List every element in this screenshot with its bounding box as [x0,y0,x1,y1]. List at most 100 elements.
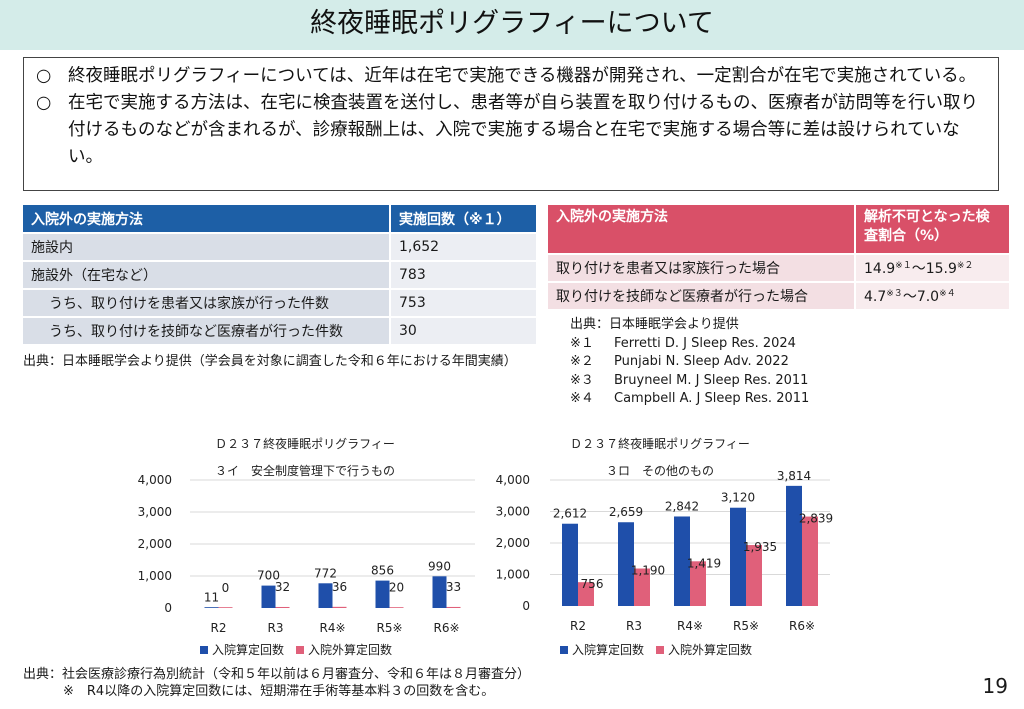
legend-swatch-icon [296,645,305,654]
table-header-method: 入院外の実施方法 [548,205,856,253]
chart-title: Ｄ２３７終夜睡眠ポリグラフィー [215,436,395,451]
data-label: 2,839 [799,512,833,526]
legend-swatch-icon [560,645,568,654]
data-label: 33 [446,580,461,594]
data-label: 36 [332,580,347,594]
y-tick-label: 1,000 [496,568,530,582]
x-tick-label: R4※ [677,619,703,633]
data-label: 1,190 [631,564,665,578]
table-row: 取り付けを技師など医療者が行った場合 4.7※３～7.0※４ [548,281,1011,309]
table-cell-value: 783 [391,260,538,288]
table-row: 取り付けを患者又は家族行った場合 14.9※１～15.9※２ [548,253,1011,281]
table-source-note: 出典：日本睡眠学会より提供（学会員を対象に調査した令和６年における年間実績） [23,354,517,369]
bar [746,545,762,606]
data-label: 1,935 [743,540,777,554]
table-cell-value: 753 [391,288,538,316]
reference-item: ※１ Ferretti D. J Sleep Res. 2024 [570,335,796,351]
legend-item: 入院算定回数 [560,641,644,658]
y-tick-label: 4,000 [496,473,530,487]
bar [690,561,706,606]
bar [730,507,746,606]
data-label: 2,842 [665,499,699,513]
y-tick-label: 3,000 [496,505,530,519]
legend-swatch-icon [200,645,208,654]
bar [618,522,634,606]
bar [204,607,219,608]
table-header-rate: 解析不可となった検査割合（%） [856,205,1011,253]
title-bar: 終夜睡眠ポリグラフィーについて [0,0,1024,50]
bar [562,523,578,606]
page-title: 終夜睡眠ポリグラフィーについて [310,8,714,39]
x-tick-label: R4※ [319,621,345,635]
summary-item: ○ 在宅で実施する方法は、在宅に検査装置を送付し、患者等が自ら装置を取り付けるもの… [36,90,988,171]
bar [634,568,650,606]
bar [332,606,347,608]
footer-note-line: ※ R4以降の入院算定回数には、短期滞在手術等基本料３の回数を含む。 [63,684,495,699]
data-label: 1,419 [687,556,721,570]
bar-chart-other: Ｄ２３７終夜睡眠ポリグラフィー ３ロ その他のもの 0 1,000 2,000 3,000… [475,430,840,645]
x-tick-label: R6※ [789,619,815,633]
y-tick-label: 0 [164,601,172,615]
table-header-count: 実施回数（※１） [391,205,538,232]
reference-item: ※３ Bruyneel M. J Sleep Res. 2011 [570,372,809,388]
table-cell-value: 4.7※３～7.0※４ [856,281,1011,309]
chart-legend: 入院算定回数 入院外算定回数 [560,641,764,658]
table-cell-label: うち、取り付けを患者又は家族が行った件数 [23,288,391,316]
table-cell-label: 取り付けを技師など医療者が行った場合 [548,281,856,309]
table-row: うち、取り付けを技師など医療者が行った件数 30 [23,316,538,344]
x-tick-label: R2 [570,619,586,633]
chart-subtitle: ３イ 安全制度管理下で行うもの [215,463,395,478]
bullet-circle-icon: ○ [36,93,52,113]
data-label: 32 [275,580,290,594]
bar [802,516,818,606]
failed-analysis-rate-table: 入院外の実施方法 解析不可となった検査割合（%） 取り付けを患者又は家族行った場… [548,205,1011,309]
table-cell-label: 施設内 [23,232,391,260]
x-tick-label: R2 [211,621,227,635]
reference-item: ※２ Punjabi N. Sleep Adv. 2022 [570,354,789,369]
legend-item: 入院外算定回数 [656,641,752,658]
x-tick-label: R5※ [376,621,402,635]
data-label: 3,814 [777,469,811,483]
x-tick-label: R6※ [433,621,459,635]
references-list: 出典：日本睡眠学会より提供 ※１ Ferretti D. J Sleep Res.… [570,316,809,409]
x-tick-label: R3 [268,621,284,635]
y-tick-label: 0 [522,599,530,613]
y-tick-label: 2,000 [138,537,172,551]
legend-swatch-icon [656,645,665,654]
bar-chart-svg: Ｄ２３７終夜睡眠ポリグラフィー ３イ 安全制度管理下で行うもの 0 1,000 2,00… [138,436,475,635]
y-tick-label: 1,000 [138,569,172,583]
table-cell-value: 14.9※１～15.9※２ [856,253,1011,281]
bar [389,607,404,608]
x-tick-label: R5※ [733,619,759,633]
y-tick-label: 2,000 [496,536,530,550]
data-label: 2,659 [609,505,643,519]
footer-source: 出典：社会医療診療行為別統計（令和５年以前は６月審査分、令和６年は８月審査分） … [23,666,530,700]
data-label: 990 [428,559,451,573]
y-tick-label: 4,000 [138,473,172,487]
implementation-count-table: 入院外の実施方法 実施回数（※１） 施設内 1,652 施設外（在宅など） 78… [23,205,538,344]
data-label: 11 [204,591,219,605]
y-tick-label: 3,000 [138,505,172,519]
table-cell-value: 30 [391,316,538,344]
table-row: 施設外（在宅など） 783 [23,260,538,288]
table-cell-label: 取り付けを患者又は家族行った場合 [548,253,856,281]
bar [674,516,690,606]
bar [375,580,390,608]
bar [432,576,447,608]
data-label: 772 [314,566,337,580]
summary-item: ○ 終夜睡眠ポリグラフィーについては、近年は在宅で実施できる機器が開発され、一定割… [36,63,988,90]
summary-box: ○ 終夜睡眠ポリグラフィーについては、近年は在宅で実施できる機器が開発され、一定割… [23,57,999,191]
table-row: うち、取り付けを患者又は家族が行った件数 753 [23,288,538,316]
chart-legend: 入院算定回数 入院外算定回数 [200,641,404,658]
bullet-circle-icon: ○ [36,66,52,86]
bar [218,607,233,608]
bar [318,583,333,608]
data-label: 0 [222,581,230,595]
data-label: 756 [581,577,604,591]
data-label: 20 [389,580,404,594]
legend-item: 入院外算定回数 [296,641,392,658]
table-header-row: 入院外の実施方法 実施回数（※１） [23,205,538,232]
page-number: 19 [982,674,1008,698]
bar-chart-svg: Ｄ２３７終夜睡眠ポリグラフィー ３ロ その他のもの 0 1,000 2,000 3,000… [496,436,834,633]
references-source: 出典：日本睡眠学会より提供 [570,317,739,332]
